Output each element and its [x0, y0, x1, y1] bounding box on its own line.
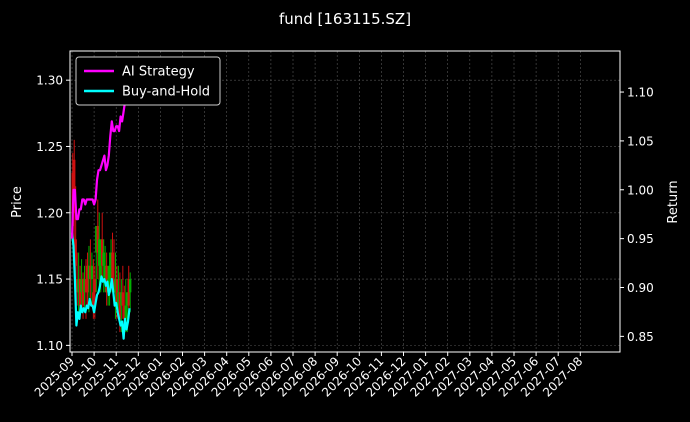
candle-body [99, 265, 102, 280]
y-tick-label-left: 1.20 [36, 206, 63, 220]
candle-body [87, 265, 91, 280]
candle-body [124, 305, 127, 319]
candle-body [111, 252, 114, 280]
candle-body [105, 265, 108, 293]
y-axis-label-right: Return [666, 180, 681, 223]
candle-body [93, 279, 97, 293]
y-tick-label-right: 1.05 [627, 134, 654, 148]
candle-body [126, 292, 129, 306]
legend-box [75, 56, 221, 106]
candle-body [92, 292, 95, 306]
candle-body [89, 265, 92, 280]
y-tick-label-left: 1.30 [36, 74, 63, 88]
candle-body [98, 239, 101, 266]
legend-label-buy-and-hold: Buy-and-Hold [122, 85, 210, 100]
candle-body [96, 226, 99, 253]
y-tick-label-left: 1.10 [36, 339, 63, 353]
series-line-ai-strategy [70, 72, 131, 239]
candle-body [101, 239, 104, 266]
candle-body [75, 279, 79, 293]
series-line-buy-and-hold [70, 232, 131, 340]
y-axis-label-left: Price [10, 186, 25, 218]
candle-body [86, 265, 89, 293]
series-lines [70, 72, 131, 340]
candle-body [73, 159, 76, 213]
candle-body [114, 279, 117, 293]
candle-body [117, 292, 120, 306]
candle-body [103, 265, 107, 280]
candle-body [128, 279, 132, 293]
y-tick-label-left: 1.25 [36, 140, 63, 154]
candle-body [81, 279, 85, 306]
y-tick-label-right: 1.10 [627, 86, 654, 100]
y-tick-label-right: 0.90 [627, 281, 654, 295]
y-tick-label-right: 1.00 [627, 183, 654, 197]
y-axis-left: 1.10 1.15 1.20 1.25 1.30 [36, 74, 70, 353]
candle-body [90, 265, 94, 280]
plot-frame [69, 50, 621, 353]
candle-body [120, 292, 123, 306]
candle-body [109, 252, 113, 266]
candle-body [118, 292, 122, 319]
candle-body [83, 279, 86, 293]
y-axis-right: 0.85 0.90 0.95 1.00 1.05 1.10 [620, 86, 654, 344]
candle-body [115, 279, 119, 306]
candle-body [77, 279, 80, 293]
chart-title: fund [163115.SZ] [279, 10, 411, 28]
candle-body [74, 239, 77, 266]
candle-body [95, 226, 98, 253]
candle-body [84, 279, 88, 293]
y-tick-label-right: 0.85 [627, 330, 654, 344]
candle-body [108, 265, 111, 280]
candle-body [102, 252, 105, 266]
candle-body [121, 292, 125, 306]
y-tick-label-right: 0.95 [627, 232, 654, 246]
candle-body [127, 279, 130, 306]
candle-body [78, 279, 82, 306]
candle-body [123, 305, 126, 319]
legend: AI Strategy Buy-and-Hold [75, 56, 221, 106]
legend-label-ai-strategy: AI Strategy [122, 65, 195, 80]
candle-body [112, 279, 116, 293]
candle-body [80, 279, 83, 293]
y-tick-label-left: 1.15 [36, 273, 63, 287]
